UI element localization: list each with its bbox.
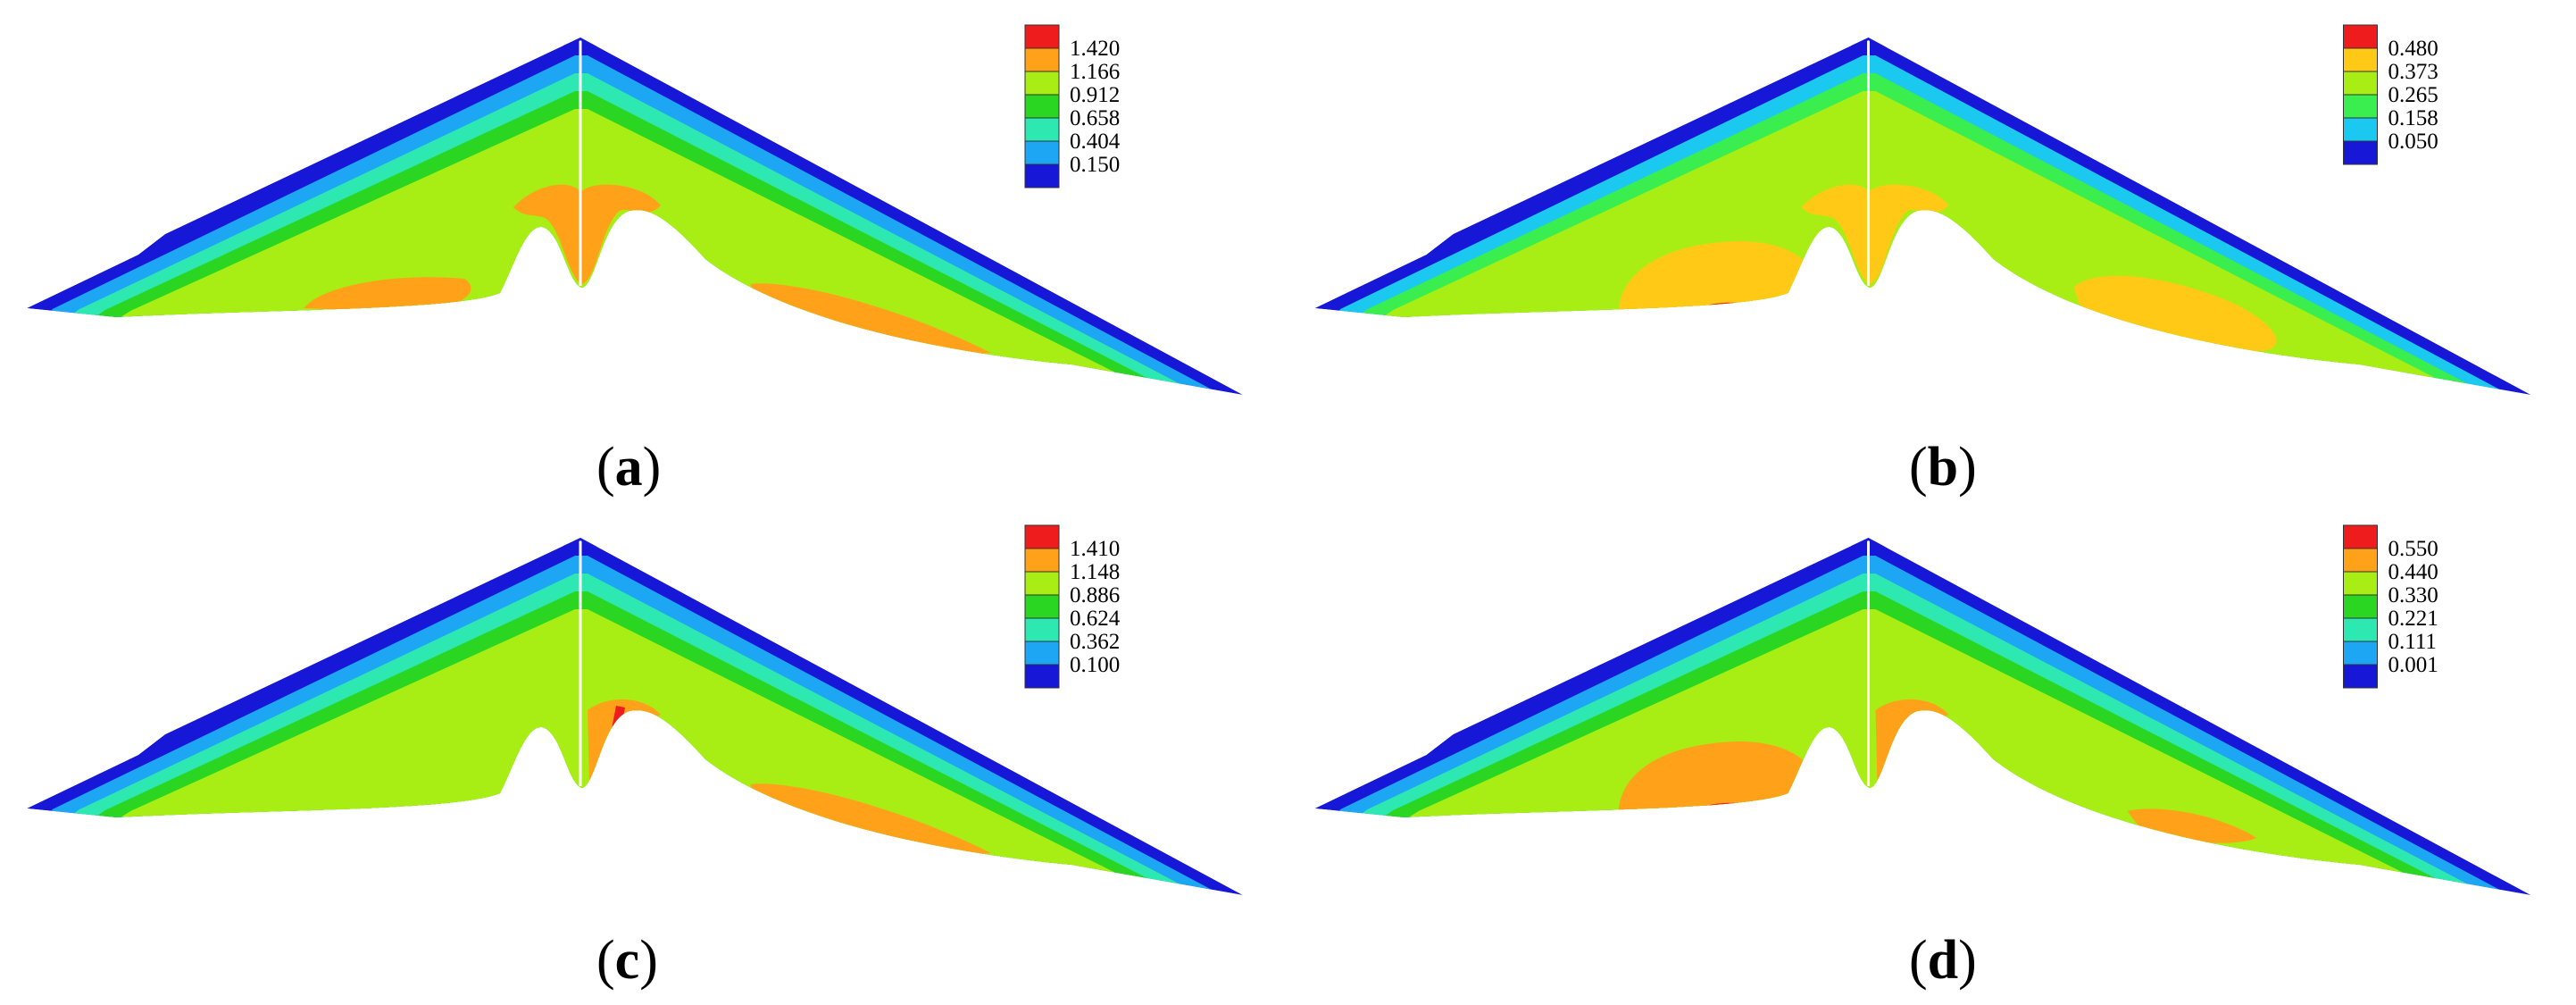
legend-value: 0.912: [1070, 83, 1120, 107]
legend-swatch-red: [2343, 24, 2378, 49]
legend-value: 0.550: [2388, 537, 2438, 561]
legend-value: 0.050: [2388, 130, 2438, 154]
contour-spot-right-lobe: [750, 783, 991, 855]
legend-swatch-yellowgreen: [1024, 571, 1060, 596]
legend-value: 0.158: [2388, 106, 2438, 130]
legend-value: 0.001: [2388, 653, 2438, 677]
legend-swatch-blue: [1024, 140, 1060, 165]
contour-spot-crest-right: [1875, 699, 1949, 785]
legend-swatch-darkblue: [2343, 664, 2378, 689]
caption-letter-a: a: [614, 437, 643, 498]
legend-swatch-teal: [2343, 617, 2378, 642]
legend-swatch-darkblue: [2343, 140, 2378, 165]
legend-value: 0.265: [2388, 83, 2438, 107]
legend-swatch-lightgreen: [2343, 94, 2378, 119]
legend-value: 0.480: [2388, 37, 2438, 61]
legend-value: 0.886: [1070, 583, 1120, 607]
legend-swatch-teal: [1024, 117, 1060, 142]
legend-value: 0.330: [2388, 583, 2438, 607]
legend-value: 1.410: [1070, 537, 1120, 561]
contour-spot-right-lobe: [750, 283, 991, 355]
legend-swatch-yellowgreen: [1024, 71, 1060, 96]
legend-value: 1.148: [1070, 560, 1120, 584]
legend-swatch-darkblue: [1024, 664, 1060, 689]
legend-value: 0.362: [1070, 630, 1120, 654]
contour-spot-left-lobe-big: [1618, 241, 1814, 315]
caption-b: (b): [1909, 437, 1977, 498]
contour-spot-left-lobe-big: [1618, 741, 1814, 816]
legend-swatch-green: [1024, 594, 1060, 619]
contour-spot-crest: [1801, 184, 1949, 284]
legend-value: 0.111: [2388, 630, 2437, 654]
legend-swatch-darkblue: [1024, 163, 1060, 188]
legend-value: 0.150: [1070, 153, 1120, 177]
legend-value: 0.100: [1070, 653, 1120, 677]
legend-swatch-yellow: [2343, 47, 2378, 72]
legend-swatch-red: [1024, 524, 1060, 549]
legend-swatch-teal: [1024, 617, 1060, 642]
legend-swatch-orange: [1024, 47, 1060, 72]
legend-swatch-blue: [1024, 641, 1060, 666]
caption-letter-d: d: [1927, 930, 1959, 991]
legend-value: 0.221: [2388, 607, 2438, 631]
legend-swatch-green: [2343, 594, 2378, 619]
contour-field-d: [1314, 538, 2531, 895]
legend-swatch-red: [1024, 24, 1060, 49]
legend-swatch-orange: [1024, 548, 1060, 573]
caption-c: (c): [596, 930, 658, 991]
legend-swatch-yellowgreen: [2343, 71, 2378, 96]
legend-value: 0.404: [1070, 130, 1121, 154]
legend-swatch-green: [1024, 94, 1060, 119]
caption-letter-b: b: [1927, 437, 1959, 498]
legend-swatch-skyblue: [2343, 117, 2378, 142]
caption-letter-c: c: [614, 930, 640, 991]
contour-spot-crest: [513, 184, 661, 284]
legend-swatch-yellowgreen: [2343, 571, 2378, 596]
legend-value: 1.420: [1070, 37, 1120, 61]
caption-a: (a): [596, 437, 662, 498]
legend-value: 0.440: [2388, 560, 2438, 584]
legend-swatch-red: [2343, 524, 2378, 549]
contour-spot-left-lobe: [304, 277, 471, 313]
legend-value: 1.166: [1070, 60, 1120, 84]
legend-value: 0.658: [1070, 106, 1120, 130]
legend-value: 0.373: [2388, 60, 2438, 84]
contour-field-b: [1314, 38, 2531, 395]
legend-swatch-blue: [2343, 641, 2378, 666]
caption-d: (d): [1909, 930, 1977, 991]
contour-spot-right-lobe-big: [2073, 275, 2277, 351]
legend-value: 0.624: [1070, 607, 1121, 631]
legend-swatch-orange: [2343, 548, 2378, 573]
